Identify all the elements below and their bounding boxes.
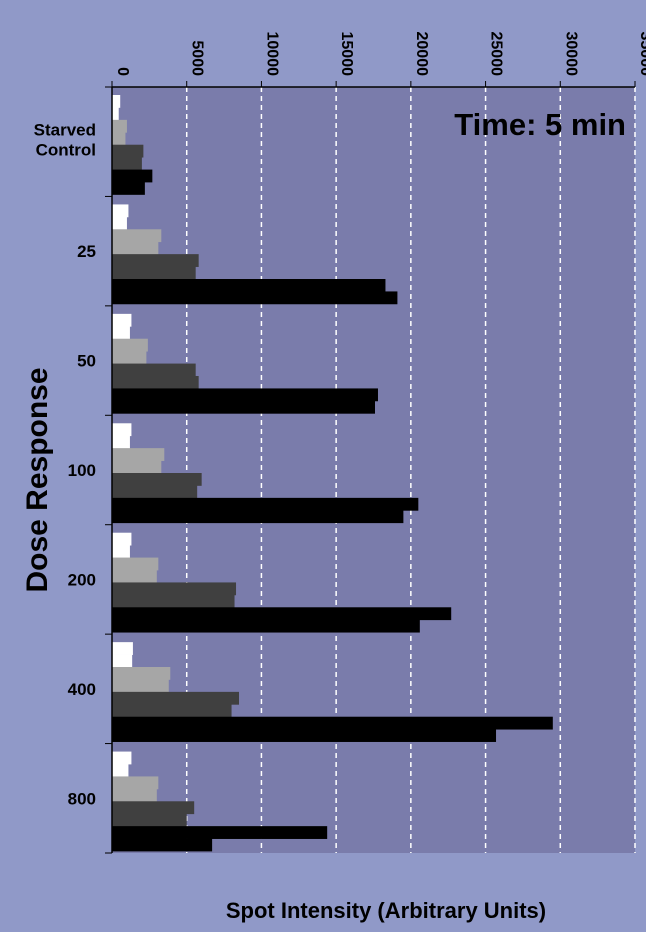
bar <box>112 388 378 402</box>
bar <box>112 313 132 327</box>
bar <box>112 582 237 596</box>
bar <box>112 788 157 802</box>
bar <box>112 376 199 389</box>
category-label: 200 <box>68 570 96 589</box>
bar <box>112 448 165 461</box>
bar <box>112 435 130 449</box>
x-tick-label: 5000 <box>189 40 206 76</box>
bars <box>112 95 553 852</box>
bar <box>112 423 132 437</box>
bar <box>112 266 196 280</box>
x-tick-labels: 0 5000 10000 15000 20000 25000 30000 35000 <box>114 32 646 77</box>
x-tick-label: 0 <box>114 67 131 76</box>
bar <box>112 473 202 486</box>
gridlines <box>185 87 636 853</box>
chart-annotation: Time: 5 min <box>454 107 626 142</box>
bar <box>112 619 420 633</box>
bar <box>112 204 129 218</box>
x-tick-label: 15000 <box>338 32 355 77</box>
bar <box>112 216 127 230</box>
bar <box>112 241 159 255</box>
x-tick-label: 20000 <box>413 32 430 77</box>
bar <box>112 460 162 474</box>
y-axis-label: Dose Response <box>21 367 54 592</box>
bar <box>112 291 398 305</box>
bar <box>112 776 159 790</box>
bar <box>112 801 195 815</box>
bar <box>112 157 142 170</box>
x-tick-label: 10000 <box>263 32 280 77</box>
bar <box>112 570 157 583</box>
bar <box>112 704 232 718</box>
bar <box>112 169 153 183</box>
category-label: 800 <box>68 789 96 808</box>
category-label: 25 <box>77 242 96 261</box>
category-label: 100 <box>68 461 96 480</box>
bar <box>112 826 328 839</box>
bar <box>112 400 375 414</box>
category-label: Starved <box>34 121 96 140</box>
bar <box>112 95 121 108</box>
bar <box>112 254 199 267</box>
bar <box>112 813 187 827</box>
bar <box>112 229 162 243</box>
bar <box>112 363 196 377</box>
bar <box>112 654 133 668</box>
bar <box>112 667 171 680</box>
x-axis-label: Spot Intensity (Arbitrary Units) <box>226 898 546 923</box>
bar <box>112 751 132 765</box>
bar <box>112 607 452 621</box>
x-tick-label: 35000 <box>637 32 646 77</box>
category-label: 50 <box>77 352 96 371</box>
axes <box>105 81 636 854</box>
bar <box>112 532 132 546</box>
category-label: 400 <box>68 680 96 699</box>
category-label-line2: Control <box>36 141 96 160</box>
bar <box>112 119 127 133</box>
bar <box>112 679 169 693</box>
bar <box>112 729 497 742</box>
bar <box>112 485 198 499</box>
bar <box>112 545 130 558</box>
bar <box>112 351 147 364</box>
bar <box>112 132 126 146</box>
bar <box>112 326 130 340</box>
bar <box>112 642 133 655</box>
bar <box>112 107 119 121</box>
bar <box>112 716 553 730</box>
bar <box>112 764 129 777</box>
x-tick-label: 25000 <box>488 32 505 77</box>
x-tick-label: 30000 <box>562 32 579 77</box>
bar <box>112 594 235 608</box>
bar <box>112 557 159 571</box>
bar <box>112 838 213 852</box>
bar <box>112 279 386 292</box>
bar <box>112 691 240 705</box>
bar <box>112 497 419 511</box>
bar <box>112 510 404 524</box>
bar <box>112 182 145 195</box>
bar <box>112 338 148 352</box>
bar <box>112 144 144 158</box>
